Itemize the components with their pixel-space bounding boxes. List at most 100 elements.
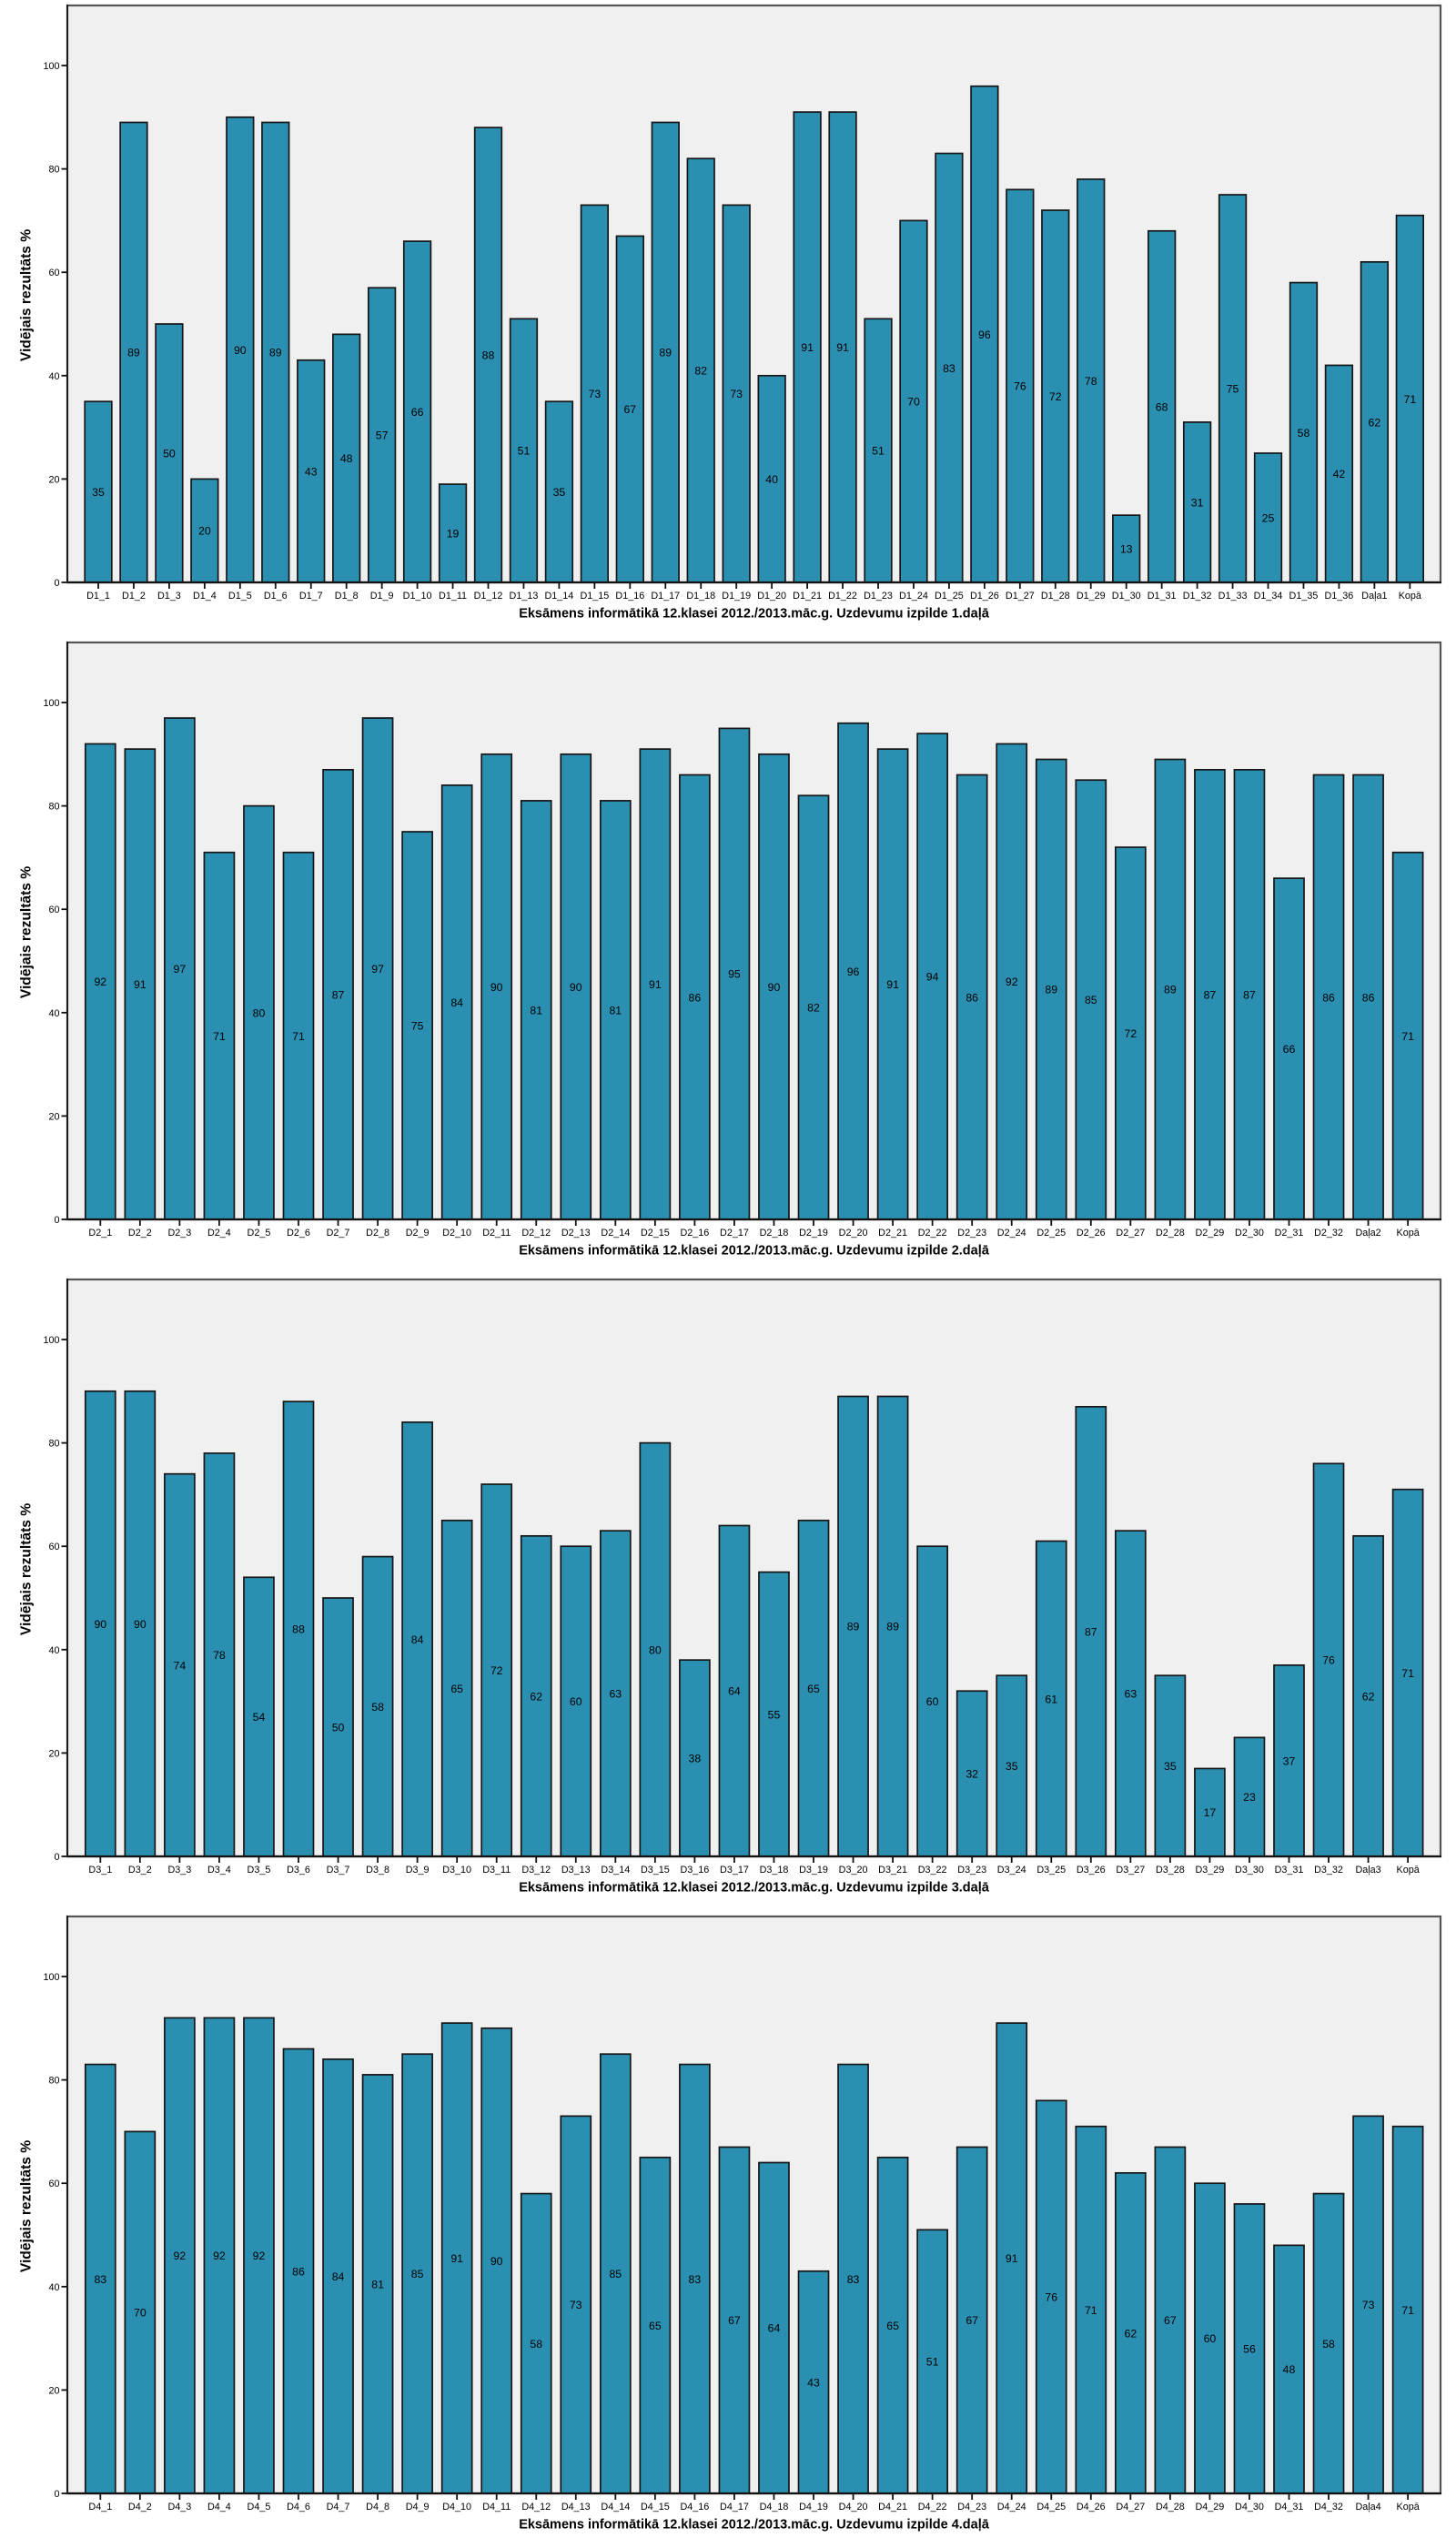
svg-text:88: 88 [482,349,495,362]
svg-text:86: 86 [1322,991,1335,1004]
svg-text:84: 84 [450,996,463,1009]
svg-text:D3_10: D3_10 [442,1865,471,1876]
svg-text:89: 89 [269,347,282,359]
svg-text:D4_19: D4_19 [799,2502,828,2513]
svg-text:D3_22: D3_22 [918,1865,947,1876]
svg-text:85: 85 [609,2268,622,2280]
svg-text:Kopā: Kopā [1397,1865,1420,1876]
svg-text:D2_14: D2_14 [601,1228,630,1239]
svg-text:40: 40 [48,1645,59,1656]
svg-text:97: 97 [174,963,187,976]
svg-text:23: 23 [1243,1791,1256,1804]
svg-text:72: 72 [1049,390,1062,403]
svg-text:D3_25: D3_25 [1036,1865,1066,1876]
svg-text:58: 58 [530,2338,542,2351]
svg-text:75: 75 [1227,383,1239,396]
svg-text:64: 64 [728,1685,741,1698]
svg-text:D3_27: D3_27 [1116,1865,1145,1876]
svg-text:62: 62 [1369,416,1381,429]
svg-text:66: 66 [411,406,424,419]
svg-text:Daļa2: Daļa2 [1355,1228,1380,1239]
svg-text:87: 87 [1243,988,1256,1001]
svg-text:68: 68 [1156,400,1168,413]
svg-text:D2_10: D2_10 [442,1228,471,1239]
svg-text:80: 80 [48,1439,59,1450]
svg-text:91: 91 [649,978,662,991]
svg-text:70: 70 [907,396,920,409]
svg-text:D4_14: D4_14 [601,2502,630,2513]
svg-text:90: 90 [134,1618,147,1631]
svg-text:67: 67 [966,2314,978,2327]
svg-text:92: 92 [94,976,106,988]
svg-text:97: 97 [371,963,384,976]
svg-text:62: 62 [530,1690,542,1703]
svg-text:0: 0 [54,578,59,589]
svg-text:D2_26: D2_26 [1077,1228,1106,1239]
svg-text:38: 38 [689,1753,702,1765]
svg-text:Vidējais rezultāts %: Vidējais rezultāts % [19,1503,35,1635]
svg-text:73: 73 [1362,2299,1375,2311]
svg-text:D4_32: D4_32 [1314,2502,1343,2513]
svg-text:D3_9: D3_9 [406,1865,430,1876]
svg-text:80: 80 [48,2076,59,2087]
svg-text:D1_3: D1_3 [157,591,181,602]
svg-text:37: 37 [1283,1754,1296,1767]
svg-text:89: 89 [886,1621,899,1633]
svg-text:D4_9: D4_9 [406,2502,430,2513]
svg-text:60: 60 [48,905,59,915]
svg-text:D1_21: D1_21 [793,591,822,602]
svg-text:D2_9: D2_9 [406,1228,430,1239]
svg-text:20: 20 [48,2385,59,2396]
svg-text:D3_12: D3_12 [521,1865,551,1876]
svg-text:84: 84 [411,1633,424,1646]
svg-text:0: 0 [54,1852,59,1863]
svg-text:56: 56 [1243,2342,1256,2355]
svg-text:19: 19 [447,528,460,541]
svg-text:D2_15: D2_15 [641,1228,670,1239]
svg-text:88: 88 [292,1623,305,1636]
svg-text:D3_17: D3_17 [720,1865,749,1876]
svg-text:95: 95 [728,968,741,981]
svg-text:13: 13 [1120,543,1133,556]
svg-text:0: 0 [54,2489,59,2500]
svg-text:D2_17: D2_17 [720,1228,749,1239]
svg-text:D2_5: D2_5 [248,1228,271,1239]
svg-text:89: 89 [847,1621,860,1633]
svg-text:D2_24: D2_24 [997,1228,1026,1239]
svg-text:D2_3: D2_3 [167,1228,191,1239]
svg-text:Kopā: Kopā [1399,591,1421,602]
svg-text:D4_18: D4_18 [760,2502,789,2513]
svg-text:67: 67 [623,403,636,416]
svg-text:89: 89 [127,347,140,359]
svg-text:96: 96 [978,329,991,341]
svg-text:D4_13: D4_13 [561,2502,591,2513]
svg-text:42: 42 [1333,468,1346,480]
svg-text:71: 71 [1401,1667,1414,1680]
svg-text:D4_10: D4_10 [442,2502,471,2513]
svg-text:35: 35 [1164,1760,1177,1773]
svg-text:D1_11: D1_11 [439,591,467,602]
svg-text:80: 80 [48,802,59,813]
svg-text:D1_31: D1_31 [1148,591,1177,602]
svg-text:71: 71 [1085,2304,1097,2317]
svg-text:58: 58 [1322,2338,1335,2351]
svg-text:Vidējais rezultāts %: Vidējais rezultāts % [19,229,35,361]
svg-text:80: 80 [649,1643,662,1656]
svg-text:91: 91 [836,341,849,354]
svg-text:D1_33: D1_33 [1218,591,1248,602]
svg-text:48: 48 [340,452,353,465]
svg-text:71: 71 [1403,393,1416,406]
svg-text:81: 81 [609,1004,622,1016]
svg-text:94: 94 [926,971,939,984]
svg-text:D2_1: D2_1 [88,1228,112,1239]
svg-text:D1_13: D1_13 [510,591,539,602]
svg-text:Eksāmens informātikā 12.klasei: Eksāmens informātikā 12.klasei 2012./201… [519,607,990,622]
svg-text:D3_11: D3_11 [482,1865,511,1876]
svg-text:D4_25: D4_25 [1036,2502,1066,2513]
svg-text:35: 35 [92,486,105,499]
svg-text:40: 40 [48,2282,59,2293]
svg-text:63: 63 [1124,1688,1137,1701]
svg-text:D1_10: D1_10 [403,591,432,602]
svg-text:D1_32: D1_32 [1183,591,1212,602]
svg-text:D1_30: D1_30 [1112,591,1141,602]
